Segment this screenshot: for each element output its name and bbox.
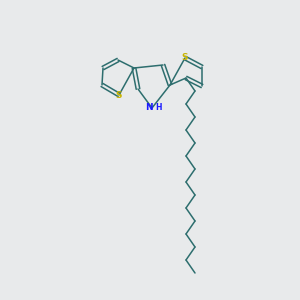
Text: H: H <box>155 103 161 112</box>
Text: S: S <box>116 91 122 100</box>
Text: S: S <box>182 53 188 62</box>
Text: N: N <box>145 103 153 112</box>
